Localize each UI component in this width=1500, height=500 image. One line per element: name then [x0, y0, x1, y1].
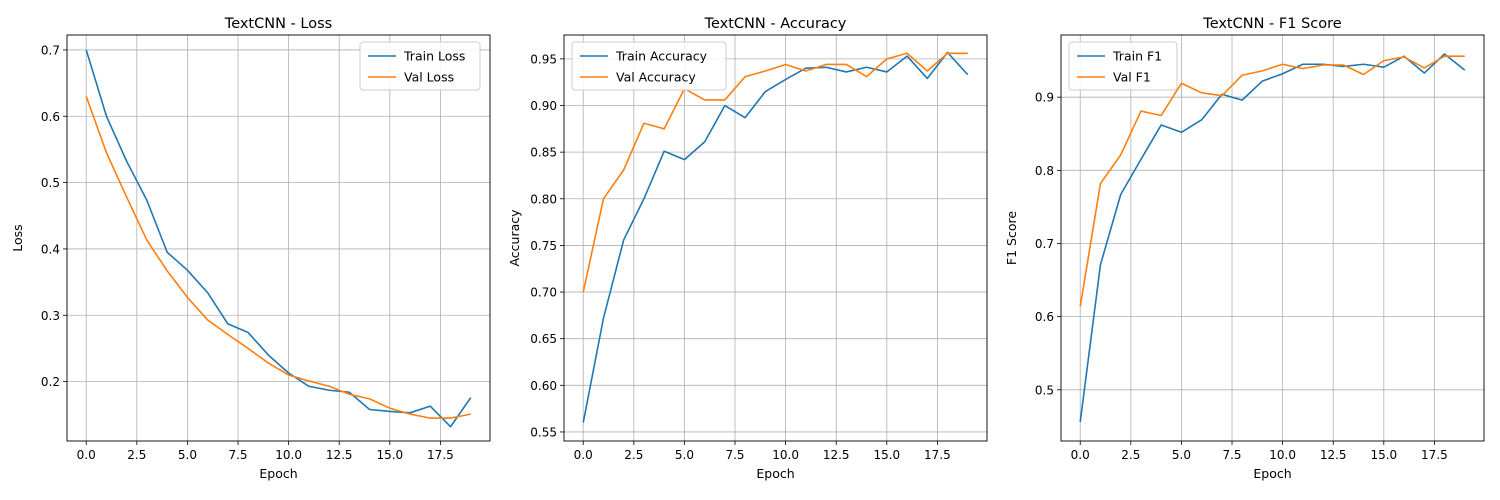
x-tick-label: 5.0	[1172, 448, 1191, 462]
y-axis-label: Accuracy	[507, 209, 522, 267]
series-line-val	[1079, 55, 1465, 307]
plot-frame	[1060, 34, 1485, 442]
y-tick-label: 0.60	[530, 379, 557, 393]
x-tick-label: 12.5	[823, 448, 850, 462]
x-tick-label: 15.0	[376, 448, 403, 462]
y-tick-label: 0.55	[530, 425, 557, 439]
x-tick-label: 17.5	[924, 448, 951, 462]
legend: Train Loss Val Loss	[359, 41, 481, 91]
x-tick-label: 0.0	[77, 448, 96, 462]
plot-frame	[66, 34, 491, 442]
series-line-val	[582, 52, 968, 293]
legend-label: Train Loss	[403, 49, 465, 64]
series-line-train	[582, 51, 969, 423]
y-tick-label: 0.75	[530, 239, 557, 253]
x-tick-label: 10.0	[275, 448, 302, 462]
y-tick-label: 0.4	[41, 242, 60, 256]
chart-title: TextCNN - Accuracy	[704, 16, 847, 32]
x-tick-label: 7.5	[725, 448, 744, 462]
legend-label: Train F1	[1112, 49, 1162, 64]
x-tick-label: 2.5	[1121, 448, 1140, 462]
x-tick-label: 10.0	[1269, 448, 1296, 462]
y-axis-label: Loss	[10, 224, 25, 251]
x-tick-label: 0.0	[1071, 448, 1090, 462]
y-tick-label: 0.7	[1035, 237, 1054, 251]
x-tick-label: 0.0	[574, 448, 593, 462]
x-tick-label: 15.0	[1370, 448, 1397, 462]
x-tick-label: 17.5	[427, 448, 454, 462]
legend: Train F1 Val F1	[1068, 41, 1178, 91]
y-tick-label: 0.5	[1035, 383, 1054, 397]
x-tick-label: 2.5	[624, 448, 643, 462]
chart-title: TextCNN - F1 Score	[1202, 16, 1341, 32]
x-axis-label: Epoch	[756, 466, 794, 481]
y-tick-label: 0.5	[41, 176, 60, 190]
x-tick-label: 17.5	[1421, 448, 1448, 462]
x-tick-label: 15.0	[873, 448, 900, 462]
x-axis-label: Epoch	[1253, 466, 1291, 481]
y-tick-label: 0.90	[530, 99, 557, 113]
legend-label: Val Accuracy	[616, 70, 696, 85]
x-tick-label: 7.5	[1222, 448, 1241, 462]
y-tick-label: 0.85	[530, 146, 557, 160]
legend: Train Accuracy Val Accuracy	[571, 41, 727, 91]
legend-label: Val F1	[1113, 70, 1151, 85]
chart-title: TextCNN - Loss	[224, 16, 332, 32]
y-tick-label: 0.6	[1035, 310, 1054, 324]
y-tick-label: 0.7	[41, 43, 60, 57]
x-tick-label: 12.5	[326, 448, 353, 462]
legend-label: Val Loss	[404, 70, 454, 85]
series-line-val	[85, 96, 471, 419]
x-tick-label: 10.0	[772, 448, 799, 462]
legend-box	[571, 41, 727, 91]
y-tick-label: 0.70	[530, 286, 557, 300]
plot-frame	[563, 34, 988, 442]
legend-label: Train Accuracy	[615, 49, 708, 64]
y-axis-label: F1 Score	[1004, 211, 1019, 265]
y-tick-label: 0.95	[530, 52, 557, 66]
chart-panel-3: 0.0 2.5 5.0 7.5 10.0 12.5 15.0 17.5 0.5 0.6 0.7 0.8…	[1004, 16, 1485, 481]
y-tick-label: 0.3	[41, 309, 60, 323]
y-tick-label: 0.8	[1035, 164, 1054, 178]
chart-panel-1: 0.0 2.5 5.0 7.5 10.0 12.5 15.0 17.5 0.2 0.3 0.4 0.5…	[10, 16, 491, 481]
chart-panel-2: 0.0 2.5 5.0 7.5 10.0 12.5 15.0 17.5 0.55 0.60 0.65…	[507, 16, 988, 481]
y-tick-label: 0.9	[1035, 91, 1054, 105]
y-tick-label: 0.80	[530, 192, 557, 206]
x-tick-label: 5.0	[178, 448, 197, 462]
y-tick-label: 0.6	[41, 110, 60, 124]
x-tick-label: 7.5	[228, 448, 247, 462]
legend-box	[1068, 41, 1178, 91]
x-axis-label: Epoch	[259, 466, 297, 481]
x-tick-label: 2.5	[127, 448, 146, 462]
x-tick-label: 5.0	[675, 448, 694, 462]
legend-box	[359, 41, 481, 91]
x-tick-label: 12.5	[1320, 448, 1347, 462]
y-tick-label: 0.65	[530, 332, 557, 346]
y-tick-label: 0.2	[41, 375, 60, 389]
